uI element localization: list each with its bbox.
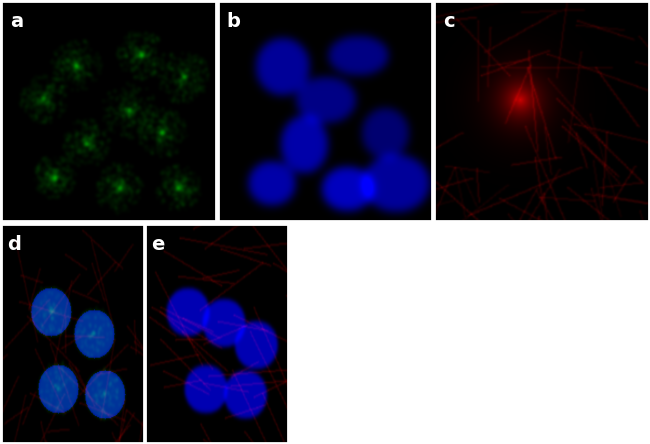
Text: d: d [7,235,21,254]
Text: e: e [151,235,164,254]
Text: a: a [10,12,23,31]
Text: b: b [226,12,240,31]
Text: c: c [443,12,454,31]
